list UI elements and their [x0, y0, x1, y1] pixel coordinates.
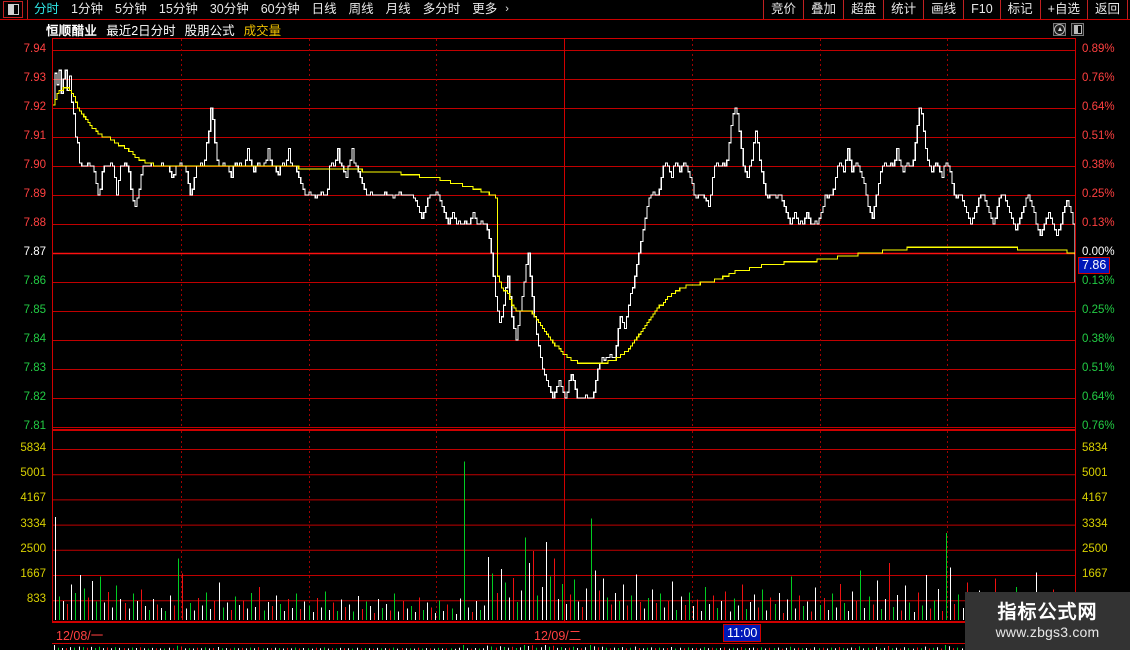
price-axis-label-11: 7.83	[23, 362, 46, 374]
volume-axis-label-1: 5001	[20, 467, 46, 480]
price-axis-label-6: 7.88	[23, 217, 46, 229]
percent-axis-label-10: 0.38%	[1082, 333, 1115, 345]
price-axis-label-4: 7.90	[23, 159, 46, 171]
stock-name[interactable]: 恒顺醋业	[46, 24, 98, 38]
price-axis-label-9: 7.85	[23, 304, 46, 316]
tool-button-8[interactable]: 返回	[1086, 0, 1128, 19]
percent-axis-label-6: 0.13%	[1082, 217, 1115, 229]
volume-axis-label-right-4: 2500	[1082, 542, 1108, 555]
toolbar-left-group: 分时 1分钟 5分钟 15分钟 30分钟 60分钟 日线 周线 月线 多分时 更多 ›	[0, 0, 515, 19]
price-axis-label-5: 7.89	[23, 188, 46, 200]
toolbar-right-group: 竞价 叠加 超盘 统计 画线 F10 标记 +自选 返回	[763, 0, 1130, 19]
tool-button-3[interactable]: 统计	[883, 0, 923, 19]
volume-axis-label-4: 2500	[20, 542, 46, 555]
chart-description: 最近2日分时	[106, 24, 176, 38]
percent-axis-label-13: 0.76%	[1082, 420, 1115, 432]
tool-button-1[interactable]: 叠加	[803, 0, 843, 19]
period-tab-0[interactable]: 分时	[34, 2, 60, 16]
price-axis-label-7: 7.87	[23, 246, 46, 258]
header-icons	[1053, 23, 1130, 36]
period-tab-2[interactable]: 5分钟	[114, 2, 147, 16]
price-axis-label-3: 7.91	[23, 130, 46, 142]
price-axis-label-0: 7.94	[23, 43, 46, 55]
percent-axis-label-1: 0.76%	[1082, 72, 1115, 84]
period-tab-6[interactable]: 日线	[311, 2, 337, 16]
volume-bar-canvas	[53, 431, 1075, 621]
period-tab-5[interactable]: 60分钟	[260, 2, 300, 16]
volume-axis-label-6: 833	[26, 593, 46, 606]
price-axis-label-2: 7.92	[23, 101, 46, 113]
period-tab-3[interactable]: 15分钟	[158, 2, 198, 16]
price-axis-label-1: 7.93	[23, 72, 46, 84]
volume-axis-label-5: 1667	[20, 568, 46, 580]
bottom-strip	[0, 644, 1130, 650]
percent-axis-label-12: 0.64%	[1082, 391, 1115, 403]
period-toolbar: 分时 1分钟 5分钟 15分钟 30分钟 60分钟 日线 周线 月线 多分时 更多 › 竞价 叠加 超盘统…	[0, 0, 1130, 20]
percent-axis-label-5: 0.25%	[1082, 188, 1115, 200]
percent-axis-label-9: 0.25%	[1082, 304, 1115, 316]
percent-axis-label-2: 0.64%	[1082, 101, 1115, 113]
volume-axis-label-3: 3334	[20, 517, 46, 530]
percent-axis-label-11: 0.51%	[1082, 362, 1115, 374]
price-line-canvas	[53, 39, 1075, 429]
price-axis-label-8: 7.86	[23, 275, 46, 287]
tool-button-0[interactable]: 竞价	[763, 0, 803, 19]
tool-button-7[interactable]: +自选	[1039, 0, 1087, 19]
panel-split-icon[interactable]	[1071, 23, 1084, 36]
left-axis: 7.94 7.93 7.92 7.91 7.90 7.89 7.88 7.87 7.86 7.85…	[0, 38, 50, 622]
formula-label: 股朋公式	[184, 24, 235, 38]
time-label-2: 11:00	[723, 624, 762, 642]
volume-axis-label-right-2: 4167	[1082, 492, 1108, 505]
price-axis-label-12: 7.82	[23, 391, 46, 403]
volume-axis-label-right-3: 3334	[1082, 517, 1108, 530]
tool-button-4[interactable]: 画线	[923, 0, 963, 19]
tool-button-6[interactable]: 标记	[999, 0, 1040, 19]
percent-axis-label-7: 0.00%	[1082, 246, 1115, 258]
time-label-1: 12/09/二	[534, 629, 582, 643]
volume-axis-label-right-0: 5834	[1082, 442, 1108, 454]
period-tab-1[interactable]: 1分钟	[71, 2, 103, 16]
watermark-url: www.zbgs3.com	[995, 623, 1100, 640]
volume-axis-label-right-1: 5001	[1082, 467, 1108, 480]
chart-header: 恒顺醋业 最近2日分时 股朋公式 成交量	[0, 21, 1130, 38]
period-tab-9[interactable]: 多分时	[422, 2, 461, 16]
up-arrow-circle-icon[interactable]	[1053, 23, 1066, 36]
more-chevron-icon[interactable]: ›	[505, 3, 509, 15]
watermark-title: 指标公式网	[997, 601, 1098, 623]
period-tab-10[interactable]: 更多	[472, 2, 498, 16]
period-tab-7[interactable]: 周线	[348, 2, 374, 16]
period-tab-4[interactable]: 30分钟	[209, 2, 249, 16]
percent-axis-label-4: 0.38%	[1082, 159, 1115, 171]
indicator-label[interactable]: 成交量	[243, 24, 282, 38]
current-price-tag: 7.86	[1078, 257, 1111, 274]
volume-axis-label-0: 5834	[20, 442, 46, 454]
watermark: 指标公式网 www.zbgs3.com	[965, 592, 1130, 650]
tool-button-5[interactable]: F10	[963, 0, 1000, 19]
time-axis: 12/08/一 12/09/二 11:00	[0, 622, 1130, 644]
period-tab-8[interactable]: 月线	[385, 2, 411, 16]
volume-axis-label-right-5: 1667	[1082, 568, 1108, 580]
price-axis-label-10: 7.84	[23, 333, 46, 345]
tool-button-2[interactable]: 超盘	[843, 0, 883, 19]
right-axis: 0.89% 0.76% 0.64% 0.51% 0.38% 0.25% 0.13% 0.00%…	[1078, 38, 1130, 622]
percent-axis-label-0: 0.89%	[1082, 43, 1115, 55]
volume-chart-area[interactable]	[52, 430, 1076, 622]
time-label-0: 12/08/一	[56, 629, 104, 643]
price-chart-area[interactable]	[52, 38, 1076, 430]
volume-axis-label-2: 4167	[20, 492, 46, 505]
price-axis-label-13: 7.81	[23, 420, 46, 432]
percent-axis-label-3: 0.51%	[1082, 130, 1115, 142]
panel-icon[interactable]	[3, 1, 23, 18]
percent-axis-label-8: 0.13%	[1082, 275, 1115, 287]
